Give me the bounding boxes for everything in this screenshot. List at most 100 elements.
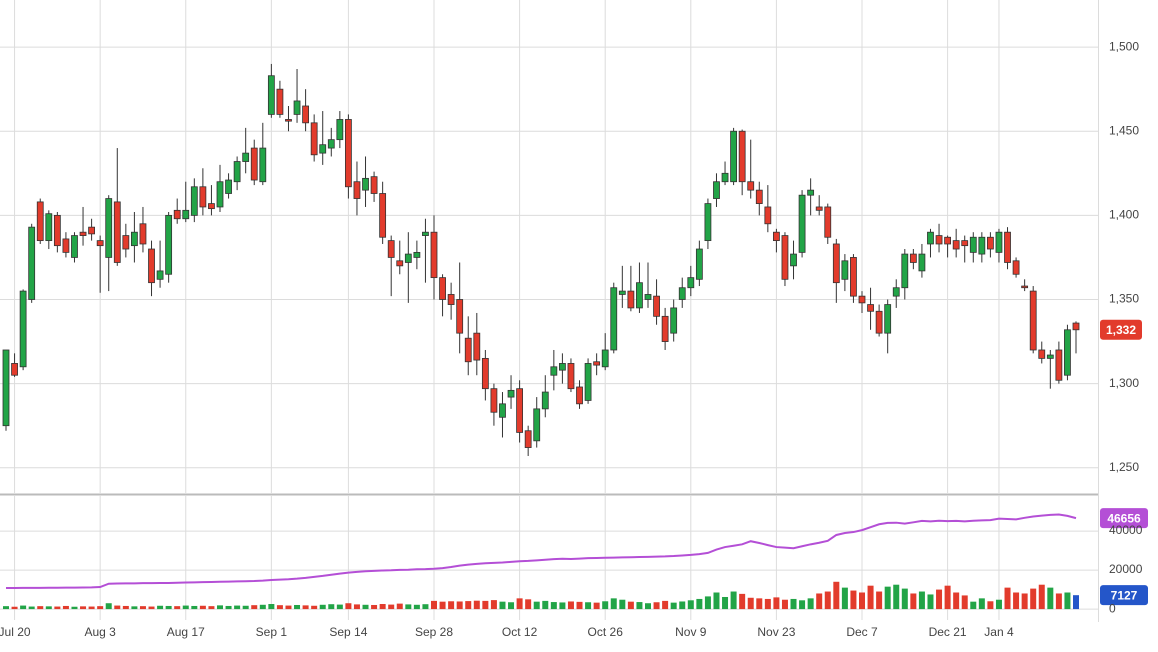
x-tick-label: Jul 20 xyxy=(0,625,31,639)
volume-bar xyxy=(687,600,694,610)
volume-bar xyxy=(439,601,446,610)
volume-bar xyxy=(533,601,540,610)
candle-body xyxy=(276,88,284,115)
candle-body xyxy=(233,161,241,183)
candle-body xyxy=(755,189,763,204)
volume-bar xyxy=(217,605,223,610)
candle-body xyxy=(285,119,292,122)
candle-body xyxy=(79,231,87,236)
volume-bar xyxy=(824,591,831,610)
candle-body xyxy=(815,206,823,211)
candle-body xyxy=(884,304,892,334)
candle-body xyxy=(576,386,583,405)
volume-bar xyxy=(431,600,437,610)
candle-body xyxy=(499,403,506,418)
volume-bar xyxy=(422,604,429,610)
volume-bar xyxy=(619,599,626,610)
volume-bar xyxy=(696,598,703,610)
volume-bar xyxy=(508,602,515,610)
candle-body xyxy=(490,388,498,413)
volume-bar xyxy=(234,605,241,610)
candle-body xyxy=(824,206,832,238)
candle-body xyxy=(533,408,541,442)
volume-bar xyxy=(413,604,420,610)
volume-bar xyxy=(80,606,87,610)
candle-body xyxy=(550,366,558,376)
candle-body xyxy=(516,388,523,433)
candle-body xyxy=(250,147,258,181)
price-tag xyxy=(1100,319,1142,340)
volume-bar xyxy=(54,606,61,610)
candle-body xyxy=(199,186,207,208)
candle-body xyxy=(165,214,173,275)
marks: 1,332 7127 46656 xyxy=(2,63,1148,610)
volume-bar xyxy=(747,597,754,610)
volume-bar xyxy=(1055,593,1062,610)
y-tick-label: 1,400 xyxy=(1109,208,1139,222)
volume-bar xyxy=(901,588,908,610)
volume-bar xyxy=(259,604,266,610)
x-tick-label: Oct 12 xyxy=(502,625,538,639)
volume-bar xyxy=(165,605,172,610)
candle-body xyxy=(387,240,395,258)
candle-body xyxy=(344,119,352,188)
volume-bar xyxy=(893,584,900,610)
volume-bar xyxy=(396,603,403,610)
volume-bar xyxy=(62,605,69,610)
volume-bar xyxy=(627,601,634,610)
volume-bar xyxy=(978,598,985,610)
volume-bar xyxy=(1047,587,1054,610)
candle-body xyxy=(370,176,378,194)
volume-bar xyxy=(927,594,934,610)
volume-bar xyxy=(448,601,455,610)
candle-body xyxy=(190,186,198,216)
candle-body xyxy=(148,248,155,284)
candle-body xyxy=(1021,285,1029,289)
candle-body xyxy=(105,198,113,258)
x-tick-label: Nov 23 xyxy=(757,625,795,639)
volume-bar xyxy=(704,596,711,610)
volume-bar xyxy=(405,604,412,610)
candle-body xyxy=(892,287,900,297)
candle-body xyxy=(88,226,95,235)
candle-body xyxy=(730,130,737,183)
candle-body xyxy=(216,181,224,208)
volume-bar xyxy=(987,601,994,610)
candle-body xyxy=(1072,322,1080,331)
y-tick-label: 1,450 xyxy=(1109,123,1139,137)
volume-bar xyxy=(567,601,574,610)
volume-bar xyxy=(516,598,523,610)
volume-bar xyxy=(28,606,35,610)
x-tick-label: Dec 7 xyxy=(846,625,878,639)
candle-body xyxy=(773,231,780,242)
volume-bar xyxy=(3,606,9,610)
candle-body xyxy=(62,238,70,253)
x-tick-label: Aug 3 xyxy=(84,625,116,639)
volume-bar xyxy=(302,605,309,610)
candle-body xyxy=(439,277,446,300)
volume-bar xyxy=(525,599,532,610)
volume-bar xyxy=(499,601,506,610)
volume-bar xyxy=(636,602,643,610)
candle-body xyxy=(19,290,27,368)
candle-body xyxy=(798,194,806,253)
candle-body xyxy=(336,119,344,141)
volume-bar xyxy=(799,600,806,610)
candle-body xyxy=(969,236,977,253)
volume-bar xyxy=(336,604,343,610)
candle-body xyxy=(653,295,660,317)
candle-body xyxy=(130,231,138,247)
volume-bar xyxy=(645,603,651,610)
volume-bar xyxy=(251,605,258,610)
candle-body xyxy=(379,193,387,238)
volume-bar xyxy=(482,600,489,610)
y-tick-label: 40000 xyxy=(1109,523,1143,537)
volume-bar xyxy=(388,604,395,610)
candle-body xyxy=(302,105,310,124)
volume-bar xyxy=(781,599,788,610)
volume-bar xyxy=(1073,595,1079,610)
volume-bar xyxy=(285,605,292,610)
x-tick-label: Oct 26 xyxy=(588,625,624,639)
candle-body xyxy=(584,363,592,401)
candle-body xyxy=(113,201,121,263)
